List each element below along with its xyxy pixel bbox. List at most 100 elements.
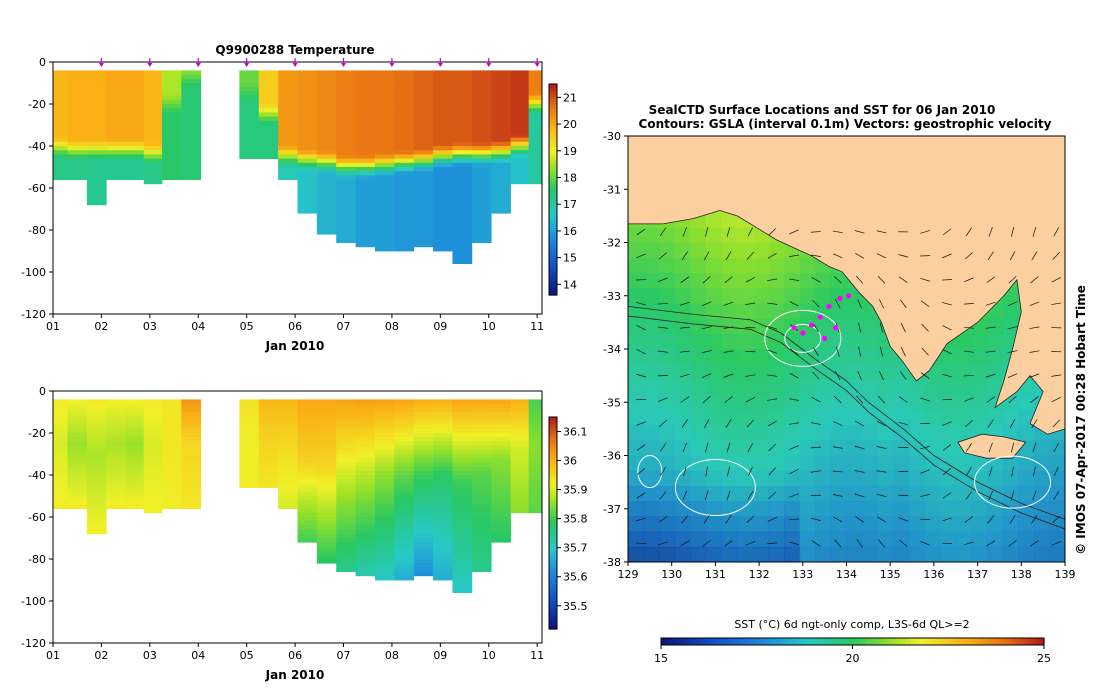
sst-cell: [737, 272, 754, 289]
temperature-cell: [433, 175, 453, 180]
salinity-cell: [355, 412, 376, 417]
temperature-cell: [106, 74, 127, 80]
profile-marker-head: [195, 63, 201, 67]
sst-cell: [799, 409, 816, 426]
salinity-cell: [355, 563, 376, 568]
salinity-cell: [278, 445, 298, 451]
temperature-cell: [433, 141, 453, 147]
velocity-vector: [658, 420, 667, 428]
salinity-cell: [394, 508, 415, 514]
temperature-cell: [316, 167, 337, 172]
sst-cell: [737, 349, 754, 365]
salinity-cell: [67, 483, 88, 488]
sst-cell: [830, 379, 848, 396]
temperature-cell: [316, 108, 337, 113]
velocity-vector: [899, 539, 908, 547]
sst-cell: [768, 425, 785, 441]
salinity-cell: [239, 407, 260, 413]
sst-cell: [643, 425, 660, 441]
sst-cell: [721, 333, 738, 350]
sst-cell: [628, 379, 645, 396]
temperature-cell: [181, 162, 202, 168]
salinity-cell: [278, 462, 298, 467]
salinity-cell: [239, 462, 260, 467]
temperature-cell: [433, 188, 453, 193]
temperature-cell: [413, 146, 434, 151]
temperature-cell: [67, 175, 88, 180]
salinity-cell: [67, 428, 88, 434]
colorbar-step: [799, 638, 806, 645]
sst-cell: [815, 470, 832, 487]
velocity-vector: [1011, 226, 1015, 237]
velocity-vector: [658, 277, 668, 282]
salinity-cell: [336, 554, 356, 560]
sst-cell: [690, 333, 707, 350]
colorbar-step: [871, 638, 878, 645]
temperature-cell: [413, 99, 434, 105]
sst-cell: [799, 364, 816, 381]
salinity-cell: [106, 458, 127, 463]
salinity-cell: [452, 500, 473, 505]
temperature-cell: [374, 238, 395, 243]
temperature-cell: [258, 104, 279, 109]
salinity-cell: [297, 512, 318, 518]
temperature-cell: [143, 87, 163, 92]
temperature-cell: [374, 209, 395, 214]
temperature-cell: [336, 108, 356, 113]
lat-tick-label: -37: [603, 503, 621, 516]
temperature-cell: [336, 188, 356, 193]
salinity-cell: [161, 403, 182, 409]
temperature-cell: [374, 225, 395, 231]
salinity-cell: [316, 475, 337, 480]
salinity-cell: [297, 496, 318, 501]
temperature-cell: [471, 87, 492, 92]
temperature-cell: [181, 95, 202, 101]
colorbar-step: [549, 249, 557, 254]
temperature-cell: [316, 120, 337, 126]
salinity-cell: [471, 496, 492, 501]
sst-cell: [846, 409, 863, 426]
salinity-cell: [394, 428, 415, 434]
temperature-cell: [336, 167, 356, 172]
velocity-vector: [657, 375, 668, 377]
sst-cell: [1018, 409, 1035, 426]
velocity-vector: [854, 445, 865, 450]
colorbar-step: [549, 161, 557, 166]
temperature-cell: [125, 133, 145, 138]
temperature-cell: [297, 125, 318, 130]
temperature-cell: [355, 192, 376, 197]
velocity-vector: [877, 275, 886, 284]
salinity-cell: [86, 521, 107, 526]
temperature-cell: [258, 116, 279, 122]
colorbar-step: [549, 280, 557, 286]
colorbar-step: [943, 638, 949, 645]
sst-cell: [721, 455, 738, 472]
salinity-cell: [258, 433, 279, 438]
temperature-cell: [336, 192, 356, 197]
sst-cell: [706, 333, 723, 350]
temperature-cell: [471, 183, 492, 189]
salinity-cell: [86, 437, 107, 442]
temperature-cell: [336, 200, 356, 206]
temperature-cell: [53, 74, 68, 80]
sst-cell: [768, 516, 785, 533]
sst-cell: [830, 440, 848, 457]
salinity-cell: [471, 529, 492, 535]
temperature-cell: [53, 87, 68, 92]
temperature-cell: [86, 167, 107, 172]
temperature-cell: [374, 213, 395, 218]
salinity-cell: [297, 441, 318, 446]
temperature-cell: [143, 95, 163, 101]
sst-cell: [955, 333, 972, 350]
colorbar-step: [953, 638, 959, 645]
velocity-vector: [725, 515, 732, 524]
sst-cell: [690, 516, 707, 533]
imos-credit: © IMOS 07-Apr-2017 00:28 Hobart Time: [1074, 285, 1088, 555]
temperature-cell: [181, 158, 202, 164]
colorbar-tick-label: 35.8: [563, 513, 588, 526]
salinity-cell: [297, 449, 318, 455]
salinity-cell: [374, 487, 395, 493]
temperature-cell: [143, 125, 163, 130]
colorbar-step: [549, 266, 557, 271]
velocity-vector: [832, 230, 843, 234]
